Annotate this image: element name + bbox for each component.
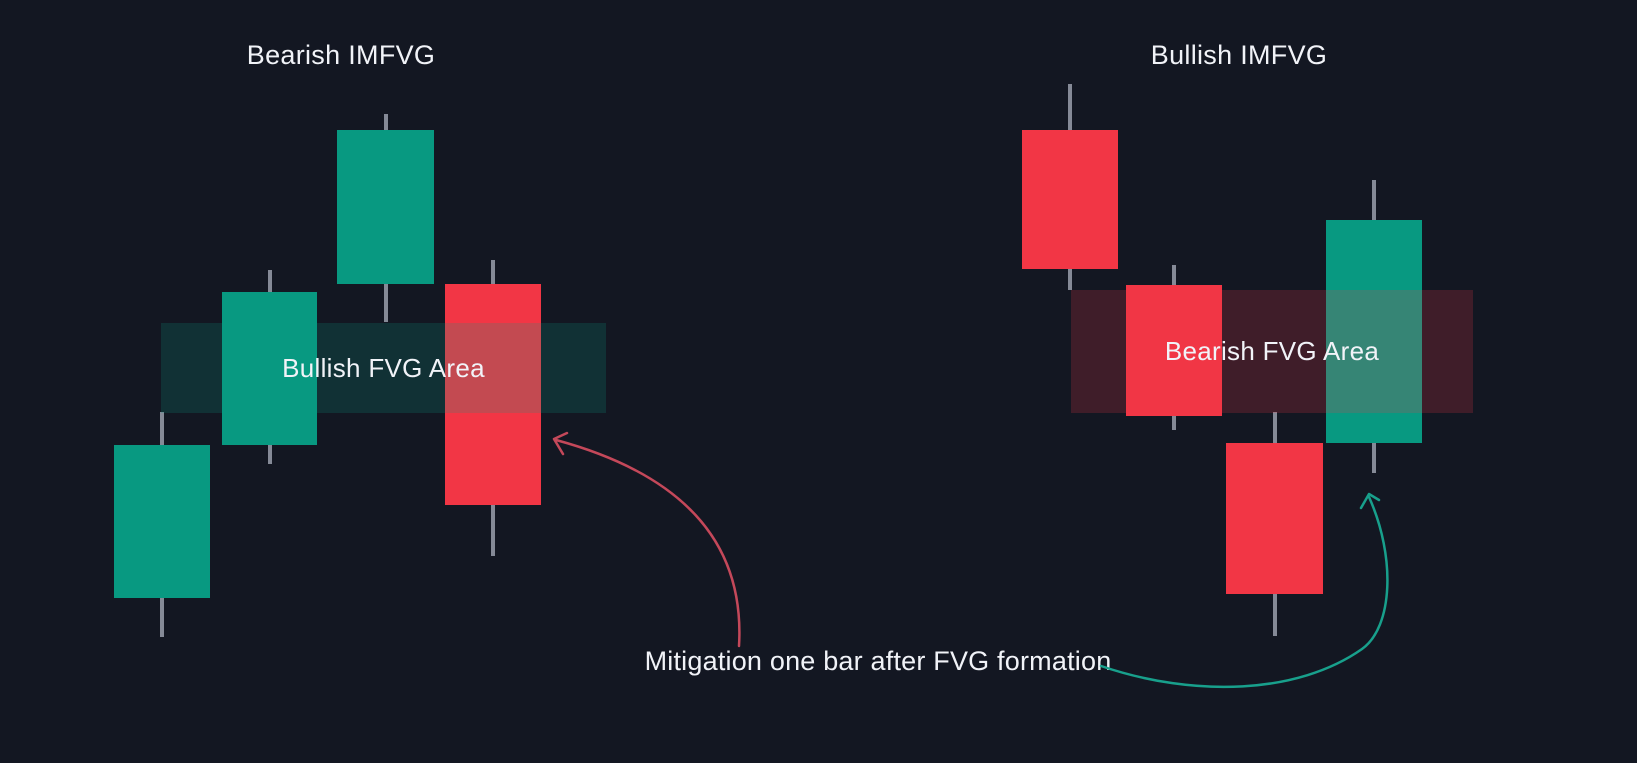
- right-candle-4-mitigation: [1326, 180, 1422, 473]
- mitigation-annotation: Mitigation one bar after FVG formation: [644, 646, 1112, 676]
- left-candle-1: [114, 412, 210, 637]
- red-arrow-shaft: [554, 438, 741, 648]
- right-candle-2: [1126, 265, 1222, 430]
- left-candle-4-mitigation: [445, 260, 541, 556]
- right-candle-3: [1226, 412, 1323, 636]
- bullish-fvg-area: Bullish FVG Area: [161, 323, 606, 413]
- left-candle-3-body: [337, 130, 434, 284]
- right-panel-title: Bullish IMFVG: [1150, 40, 1328, 70]
- left-candle-3: [337, 114, 434, 322]
- right-candle-3-body: [1226, 443, 1323, 594]
- left-candle-1-body: [114, 445, 210, 598]
- green-arrow-head: [1359, 492, 1381, 510]
- right-candle-2-body: [1126, 285, 1222, 416]
- left-candle-2: [222, 270, 317, 464]
- red-arrow: [552, 431, 741, 648]
- red-arrow-head: [552, 431, 569, 456]
- bullish-fvg-area-label: Bullish FVG Area: [282, 352, 485, 383]
- right-candle-1: [1022, 84, 1118, 290]
- right-candle-1-body: [1022, 130, 1118, 269]
- bearish-fvg-area: Bearish FVG Area: [1071, 290, 1473, 413]
- left-panel-title: Bearish IMFVG: [246, 40, 436, 70]
- left-candle-4-body: [445, 284, 541, 505]
- bearish-fvg-area-label: Bearish FVG Area: [1164, 336, 1380, 366]
- right-candle-4-body: [1326, 220, 1422, 443]
- left-candle-2-body: [222, 292, 317, 445]
